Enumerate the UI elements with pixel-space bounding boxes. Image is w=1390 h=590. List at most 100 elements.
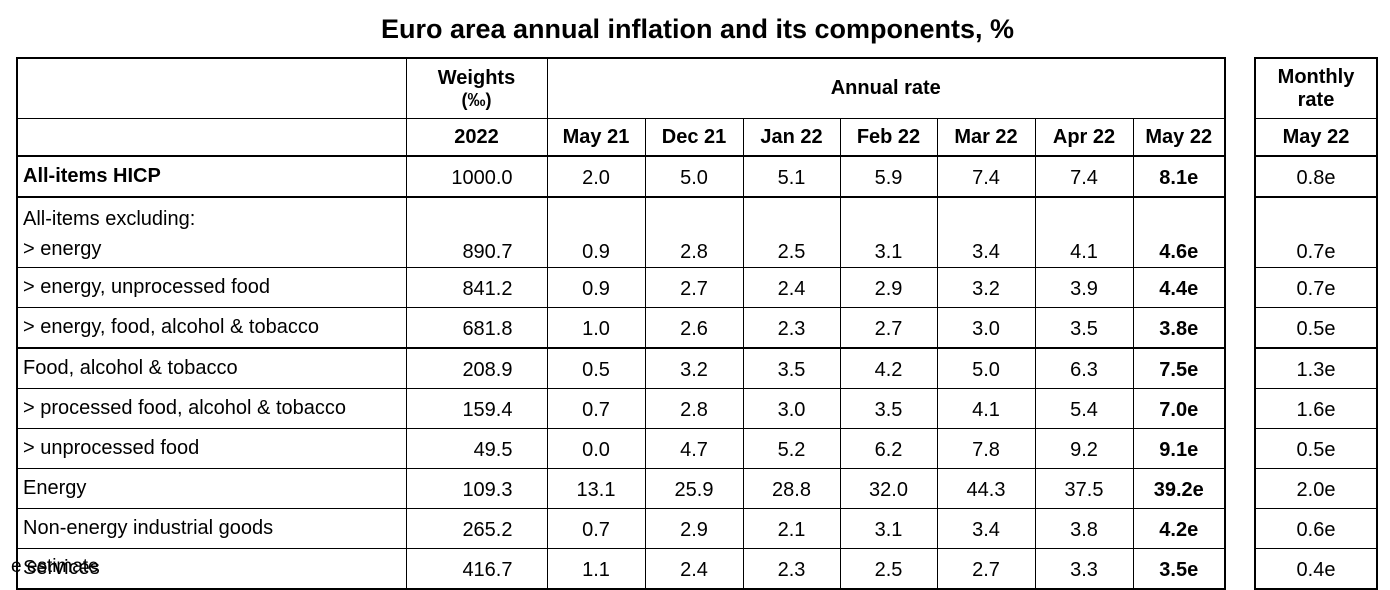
row-label: All-items excluding: > energy (16, 196, 407, 268)
rate-cell: 1.0 (546, 307, 646, 349)
rate-cell: 3.4 (936, 508, 1036, 549)
rate-cell: 2.4 (742, 267, 841, 308)
rate-cell: 2.3 (742, 307, 841, 349)
rate-cell: 7.8 (936, 428, 1036, 469)
rate-cell: 3.8 (1034, 508, 1134, 549)
rate-cell: 2.1 (742, 508, 841, 549)
row-label: Food, alcohol & tobacco (16, 347, 407, 389)
rate-cell: 3.3 (1034, 548, 1134, 590)
monthly-rate-cell: 2.0e (1254, 468, 1378, 509)
rate-cell: 13.1 (546, 468, 646, 509)
monthly-rate-table: Monthly rate May 22 0.8e 0.7e 0.7e 0.5e 1.3e… (1254, 57, 1378, 590)
rate-cell: 28.8 (742, 468, 841, 509)
latest-rate-cell: 7.0e (1132, 388, 1226, 429)
rate-cell: 0.0 (546, 428, 646, 469)
latest-rate-cell: 3.5e (1132, 548, 1226, 590)
table-row: > unprocessed food 49.5 0.0 4.7 5.2 6.2 7.8 9.2… (16, 428, 1226, 469)
rate-cell: 2.0 (546, 155, 646, 198)
rate-cell: 44.3 (936, 468, 1036, 509)
latest-rate-cell: 4.4e (1132, 267, 1226, 308)
weight-cell: 1000.0 (405, 155, 548, 198)
rate-cell: 7.4 (1034, 155, 1134, 198)
weight-cell: 416.7 (405, 548, 548, 590)
monthly-label-line2: rate (1297, 88, 1335, 111)
rate-cell: 0.7 (546, 388, 646, 429)
rate-cell: 5.0 (644, 155, 744, 198)
rate-cell: 2.5 (742, 196, 841, 268)
weights-year: 2022 (405, 118, 548, 157)
monthly-rate-cell: 1.6e (1254, 388, 1378, 429)
table-row: 0.7e (1254, 196, 1378, 268)
row-label: Non-energy industrial goods (16, 508, 407, 549)
table-row: 1.3e (1254, 347, 1378, 389)
latest-rate-cell: 4.6e (1132, 196, 1226, 268)
table-row: 0.4e (1254, 548, 1378, 590)
rate-cell: 5.4 (1034, 388, 1134, 429)
rate-cell: 3.1 (839, 508, 938, 549)
corner-cell (16, 57, 407, 119)
weight-cell: 265.2 (405, 508, 548, 549)
rate-cell: 25.9 (644, 468, 744, 509)
rate-cell: 2.5 (839, 548, 938, 590)
annual-column-header: Feb 22 (839, 118, 938, 157)
weight-cell: 109.3 (405, 468, 548, 509)
weight-cell: 208.9 (405, 347, 548, 389)
rate-cell: 2.8 (644, 388, 744, 429)
rate-cell: 6.3 (1034, 347, 1134, 389)
annual-column-header: May 21 (546, 118, 646, 157)
rate-cell: 2.8 (644, 196, 744, 268)
row-label: > unprocessed food (16, 428, 407, 469)
rate-cell: 5.1 (742, 155, 841, 198)
weight-cell: 49.5 (405, 428, 548, 469)
monthly-column-header: May 22 (1254, 118, 1378, 157)
table-row: > energy, food, alcohol & tobacco 681.8 1.… (16, 307, 1226, 349)
latest-rate-cell: 8.1e (1132, 155, 1226, 198)
row-label: > energy, food, alcohol & tobacco (16, 307, 407, 349)
rate-cell: 2.7 (839, 307, 938, 349)
rate-cell: 4.1 (1034, 196, 1134, 268)
rate-cell: 3.5 (742, 347, 841, 389)
table-row: Energy 109.3 13.1 25.9 28.8 32.0 44.3 37.5 39.2e (16, 468, 1226, 509)
rate-cell: 3.9 (1034, 267, 1134, 308)
latest-rate-cell: 39.2e (1132, 468, 1226, 509)
rate-cell: 32.0 (839, 468, 938, 509)
weights-label: Weights (437, 66, 516, 89)
table-row: All-items HICP 1000.0 2.0 5.0 5.1 5.9 7.4 7.4 8.… (16, 155, 1226, 198)
rate-cell: 4.1 (936, 388, 1036, 429)
annual-rate-header: Annual rate (546, 57, 1226, 119)
rate-cell: 6.2 (839, 428, 938, 469)
row-label: > processed food, alcohol & tobacco (16, 388, 407, 429)
monthly-rate-cell: 0.8e (1254, 155, 1378, 198)
table-row: All-items excluding: > energy 890.7 0.9 2.8 2… (16, 196, 1226, 268)
weight-cell: 890.7 (405, 196, 548, 268)
monthly-rate-cell: 0.5e (1254, 307, 1378, 349)
rate-cell: 7.4 (936, 155, 1036, 198)
rate-cell: 5.9 (839, 155, 938, 198)
rate-cell: 5.2 (742, 428, 841, 469)
row-label: Energy (16, 468, 407, 509)
table-row: Food, alcohol & tobacco 208.9 0.5 3.2 3.5 4.2… (16, 347, 1226, 389)
table-row: > processed food, alcohol & tobacco 159.4… (16, 388, 1226, 429)
rate-cell: 0.9 (546, 267, 646, 308)
column-header-row: 2022 May 21 Dec 21 Jan 22 Feb 22 Mar 22 Apr 2… (16, 118, 1226, 157)
monthly-rate-header: Monthly rate (1254, 57, 1378, 119)
latest-rate-cell: 7.5e (1132, 347, 1226, 389)
monthly-rate-cell: 0.6e (1254, 508, 1378, 549)
rate-cell: 2.7 (936, 548, 1036, 590)
monthly-rate-cell: 1.3e (1254, 347, 1378, 389)
rate-cell: 4.7 (644, 428, 744, 469)
monthly-rate-cell: 0.7e (1254, 267, 1378, 308)
rate-cell: 0.7 (546, 508, 646, 549)
rate-cell: 3.2 (644, 347, 744, 389)
row-label: Services (16, 548, 407, 590)
table-row: 0.7e (1254, 267, 1378, 308)
table-row: Non-energy industrial goods 265.2 0.7 2.9 2.… (16, 508, 1226, 549)
rate-cell: 0.5 (546, 347, 646, 389)
weight-cell: 159.4 (405, 388, 548, 429)
rate-cell: 3.5 (839, 388, 938, 429)
row-label: > energy, unprocessed food (16, 267, 407, 308)
table-title: Euro area annual inflation and its compo… (380, 14, 1015, 44)
row-label-text: > energy (23, 238, 102, 260)
weight-cell: 681.8 (405, 307, 548, 349)
rate-cell: 3.1 (839, 196, 938, 268)
